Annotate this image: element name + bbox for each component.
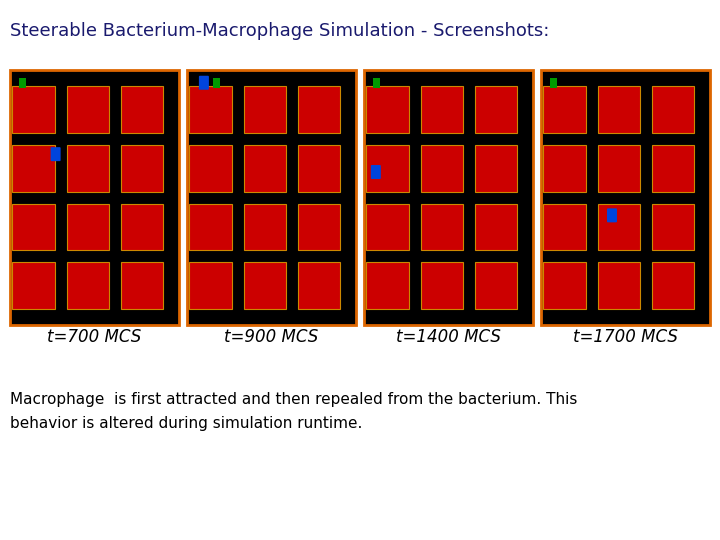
Bar: [550, 78, 557, 87]
Bar: [243, 204, 286, 250]
Bar: [364, 70, 533, 325]
FancyBboxPatch shape: [50, 147, 60, 161]
Bar: [298, 262, 340, 309]
Bar: [541, 70, 710, 325]
Bar: [121, 262, 163, 309]
Bar: [19, 78, 26, 87]
Bar: [366, 86, 409, 133]
Bar: [420, 262, 463, 309]
Text: t=700 MCS: t=700 MCS: [48, 328, 142, 346]
Bar: [121, 204, 163, 250]
Bar: [298, 204, 340, 250]
Bar: [474, 204, 517, 250]
FancyBboxPatch shape: [607, 208, 617, 222]
Bar: [544, 204, 585, 250]
Bar: [10, 70, 179, 325]
Bar: [652, 145, 694, 192]
Bar: [12, 86, 55, 133]
Bar: [121, 86, 163, 133]
Bar: [298, 86, 340, 133]
Bar: [598, 145, 640, 192]
Bar: [12, 204, 55, 250]
Bar: [12, 145, 55, 192]
Bar: [598, 262, 640, 309]
Bar: [12, 262, 55, 309]
Bar: [121, 145, 163, 192]
Bar: [373, 78, 380, 87]
Bar: [189, 86, 232, 133]
Bar: [366, 262, 409, 309]
FancyBboxPatch shape: [199, 76, 209, 90]
Bar: [652, 204, 694, 250]
Bar: [598, 204, 640, 250]
Bar: [544, 86, 585, 133]
Bar: [67, 262, 109, 309]
Text: Macrophage  is first attracted and then repealed from the bacterium. This: Macrophage is first attracted and then r…: [10, 392, 577, 407]
Bar: [598, 86, 640, 133]
Bar: [187, 70, 356, 325]
Bar: [298, 145, 340, 192]
Bar: [212, 78, 220, 87]
Bar: [474, 262, 517, 309]
Bar: [366, 204, 409, 250]
Bar: [544, 262, 585, 309]
Bar: [243, 262, 286, 309]
Bar: [652, 262, 694, 309]
Text: t=1400 MCS: t=1400 MCS: [396, 328, 501, 346]
Bar: [67, 86, 109, 133]
Text: Steerable Bacterium-Macrophage Simulation - Screenshots:: Steerable Bacterium-Macrophage Simulatio…: [10, 22, 549, 40]
Text: behavior is altered during simulation runtime.: behavior is altered during simulation ru…: [10, 416, 362, 431]
Bar: [474, 86, 517, 133]
Bar: [67, 145, 109, 192]
Bar: [544, 145, 585, 192]
Bar: [189, 262, 232, 309]
Bar: [189, 145, 232, 192]
Bar: [420, 204, 463, 250]
Text: t=1700 MCS: t=1700 MCS: [573, 328, 678, 346]
Bar: [366, 145, 409, 192]
Bar: [474, 145, 517, 192]
Bar: [189, 204, 232, 250]
Bar: [243, 86, 286, 133]
Bar: [243, 145, 286, 192]
FancyBboxPatch shape: [371, 165, 381, 179]
Bar: [67, 204, 109, 250]
Text: t=900 MCS: t=900 MCS: [225, 328, 319, 346]
Bar: [420, 86, 463, 133]
Bar: [652, 86, 694, 133]
Bar: [420, 145, 463, 192]
